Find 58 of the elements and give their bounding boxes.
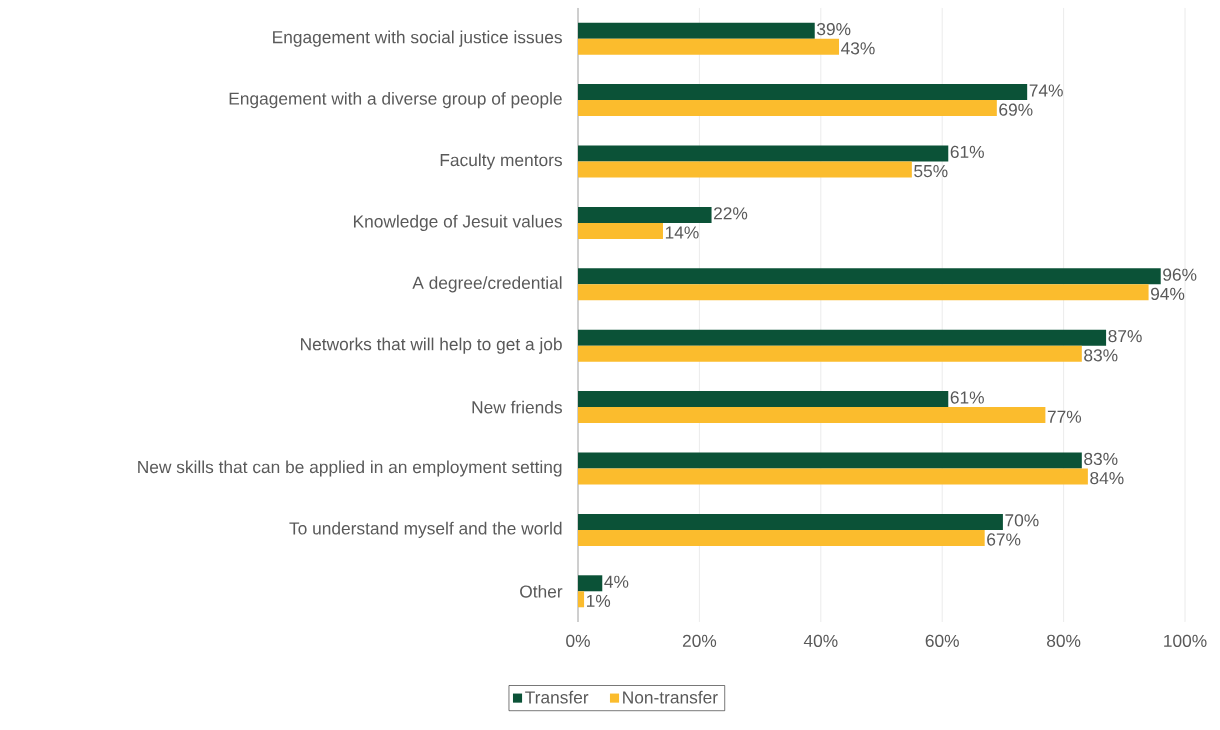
bar bbox=[578, 575, 603, 592]
x-tick-label: 0% bbox=[566, 634, 590, 647]
data-label: 61% bbox=[950, 145, 984, 159]
y-tick-label: Faculty mentors bbox=[440, 153, 562, 170]
data-label: 83% bbox=[1084, 349, 1118, 362]
data-label: 70% bbox=[1005, 514, 1039, 527]
y-tick-label: To understand myself and the world bbox=[289, 521, 562, 538]
bar bbox=[578, 22, 815, 39]
bar bbox=[578, 284, 1149, 301]
bar bbox=[578, 591, 585, 608]
data-label: 61% bbox=[950, 391, 984, 404]
bar bbox=[578, 100, 997, 117]
data-label: 96% bbox=[1163, 268, 1197, 281]
data-label: 39% bbox=[817, 22, 851, 36]
data-label: 74% bbox=[1029, 84, 1063, 97]
data-label: 4% bbox=[604, 575, 629, 588]
bar bbox=[578, 222, 663, 239]
bar bbox=[578, 345, 1082, 362]
bar bbox=[578, 84, 1028, 101]
y-tick-label: Engagement with social justice issues bbox=[273, 30, 562, 47]
data-label: 87% bbox=[1108, 329, 1142, 343]
bar bbox=[578, 407, 1046, 424]
legend-label: Transfer bbox=[525, 690, 589, 704]
bar bbox=[578, 513, 1003, 530]
data-label: 83% bbox=[1084, 452, 1118, 466]
bar bbox=[578, 391, 949, 408]
y-tick-label: A degree/credential bbox=[412, 276, 562, 293]
y-tick-label: Other bbox=[520, 584, 563, 598]
data-label: 43% bbox=[841, 42, 875, 55]
bar bbox=[578, 38, 840, 55]
data-label: 14% bbox=[665, 226, 699, 239]
bar bbox=[578, 529, 985, 546]
x-tick-label: 100% bbox=[1164, 634, 1207, 647]
bar bbox=[578, 329, 1107, 346]
data-label: 94% bbox=[1151, 287, 1185, 301]
legend-label: Non-transfer bbox=[623, 690, 718, 704]
bar bbox=[578, 452, 1082, 469]
bar bbox=[578, 161, 912, 178]
bar bbox=[578, 268, 1161, 285]
x-tick-label: 20% bbox=[682, 634, 717, 647]
data-label: 67% bbox=[987, 533, 1021, 546]
data-label: 84% bbox=[1090, 471, 1124, 485]
bar bbox=[578, 468, 1088, 485]
y-tick-label: New skills that can be applied in an employment setting bbox=[138, 460, 562, 477]
x-tick-label: 80% bbox=[1047, 634, 1081, 647]
y-tick-label: Knowledge of Jesuit values bbox=[353, 214, 562, 231]
data-label: 55% bbox=[914, 165, 948, 178]
data-label: 22% bbox=[714, 207, 748, 220]
data-label: 77% bbox=[1047, 410, 1082, 423]
x-tick-label: 60% bbox=[925, 634, 959, 647]
y-tick-label: Networks that will help to get a job bbox=[301, 337, 562, 354]
bar bbox=[578, 145, 949, 162]
data-label: 69% bbox=[999, 103, 1033, 116]
y-tick-label: New friends bbox=[472, 400, 562, 414]
data-label: 1% bbox=[586, 594, 611, 607]
bar bbox=[578, 206, 712, 223]
y-tick-label: Engagement with a diverse group of people bbox=[229, 92, 562, 109]
x-tick-label: 40% bbox=[803, 634, 838, 647]
